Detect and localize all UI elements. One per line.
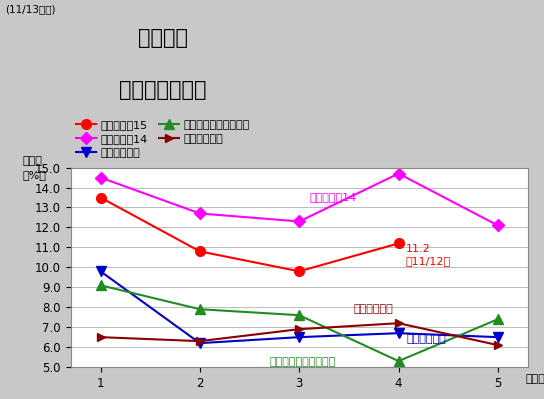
Text: 出入禁止の女: 出入禁止の女 — [354, 304, 394, 314]
科捜研の女14 — [97, 175, 104, 180]
出入禁止の女 — [395, 321, 402, 326]
Text: 木曜ミステリー: 木曜ミステリー — [120, 80, 207, 100]
Line: 京都人情捜査ファイル: 京都人情捜査ファイル — [96, 280, 503, 366]
最強のふたり — [196, 341, 203, 346]
Text: 最強のふたり: 最強のふたり — [406, 334, 446, 344]
京都人情捜査ファイル — [395, 359, 402, 363]
出入禁止の女 — [494, 343, 501, 348]
科捜研の女14 — [296, 219, 302, 224]
Text: （%）: （%） — [23, 170, 47, 180]
最強のふたり — [296, 335, 302, 340]
出入禁止の女 — [97, 335, 104, 340]
科捜研の女15 — [395, 241, 402, 246]
科捜研の女15 — [196, 249, 203, 254]
Text: 11.2
（11/12）: 11.2 （11/12） — [405, 244, 450, 266]
Line: 科捜研の女14: 科捜研の女14 — [96, 170, 502, 229]
Line: 科捜研の女15: 科捜研の女15 — [96, 193, 404, 276]
Line: 出入禁止の女: 出入禁止の女 — [96, 319, 502, 349]
科捜研の女14 — [196, 211, 203, 216]
京都人情捜査ファイル — [494, 317, 501, 322]
科捜研の女15 — [296, 269, 302, 274]
Text: 京都人情捜査ファイル: 京都人情捜査ファイル — [269, 358, 336, 367]
出入禁止の女 — [296, 327, 302, 332]
Legend: 科捜研の女15, 科捜研の女14, 最強のふたり, 京都人情捜査ファイル, 出入禁止の女: 科捜研の女15, 科捜研の女14, 最強のふたり, 京都人情捜査ファイル, 出入… — [76, 120, 250, 158]
Text: 視聴率: 視聴率 — [23, 156, 42, 166]
Line: 最強のふたり: 最強のふたり — [96, 267, 503, 348]
出入禁止の女 — [196, 339, 203, 344]
科捜研の女15 — [97, 195, 104, 200]
最強のふたり — [97, 269, 104, 274]
Text: （回）: （回） — [526, 374, 544, 384]
京都人情捜査ファイル — [296, 313, 302, 318]
最強のふたり — [494, 335, 501, 340]
京都人情捜査ファイル — [97, 283, 104, 288]
最強のふたり — [395, 331, 402, 336]
Text: テレビ朝: テレビ朝 — [138, 28, 188, 48]
Text: (11/13更新): (11/13更新) — [5, 4, 56, 14]
科捜研の女14 — [494, 223, 501, 228]
Text: 科捜研の女14: 科捜研の女14 — [309, 192, 356, 203]
科捜研の女14 — [395, 171, 402, 176]
京都人情捜査ファイル — [196, 307, 203, 312]
